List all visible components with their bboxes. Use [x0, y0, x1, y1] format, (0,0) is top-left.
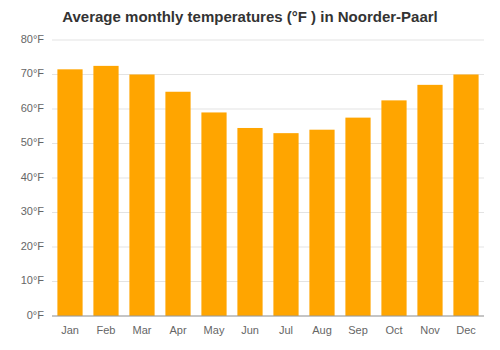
background — [0, 0, 500, 350]
bar — [129, 75, 154, 317]
y-tick-label: 30°F — [21, 205, 45, 217]
y-axis: 0°F 10°F 20°F 30°F 40°F 50°F 60°F 70°F 80°F — [21, 33, 45, 321]
chart-container: Average monthly temperatures (°F ) in No… — [0, 0, 500, 350]
x-tick-label: Jul — [279, 324, 293, 336]
y-tick-label: 60°F — [21, 102, 45, 114]
x-tick-label: Dec — [456, 324, 476, 336]
grid — [52, 40, 484, 316]
bar — [273, 133, 298, 316]
x-tick-label: Mar — [133, 324, 152, 336]
bar — [453, 75, 478, 317]
grid-line — [52, 316, 484, 317]
bar — [417, 85, 442, 316]
x-axis: Jan Feb Mar Apr May Jun Jul Aug Sep Oct Nov Dec — [52, 316, 484, 336]
chart: Average monthly temperatures (°F ) in No… — [0, 0, 500, 350]
x-tick-label: Jan — [61, 324, 79, 336]
bars — [57, 66, 478, 316]
x-tick-label: May — [204, 324, 225, 336]
bar — [309, 130, 334, 316]
x-tick-label: Feb — [97, 324, 116, 336]
bar — [93, 66, 118, 316]
bar — [57, 69, 82, 316]
x-tick-label: Oct — [385, 324, 402, 336]
bar — [201, 112, 226, 316]
x-tick-label: Apr — [169, 324, 186, 336]
bar — [345, 118, 370, 316]
y-tick-label: 40°F — [21, 171, 45, 183]
bar — [165, 92, 190, 316]
y-tick-label: 10°F — [21, 274, 45, 286]
bar — [381, 100, 406, 316]
grid-line — [52, 40, 484, 41]
y-tick-label: 20°F — [21, 240, 45, 252]
x-tick-label: Jun — [241, 324, 259, 336]
y-tick-label: 0°F — [27, 309, 45, 321]
y-tick-label: 70°F — [21, 67, 45, 79]
title: Average monthly temperatures (°F ) in No… — [62, 8, 438, 25]
x-axis-line — [52, 316, 484, 317]
x-tick-label: Aug — [312, 324, 332, 336]
y-tick-label: 50°F — [21, 136, 45, 148]
x-tick-label: Sep — [348, 324, 368, 336]
x-tick-label: Nov — [420, 324, 440, 336]
y-tick-label: 80°F — [21, 33, 45, 45]
bar — [237, 128, 262, 316]
